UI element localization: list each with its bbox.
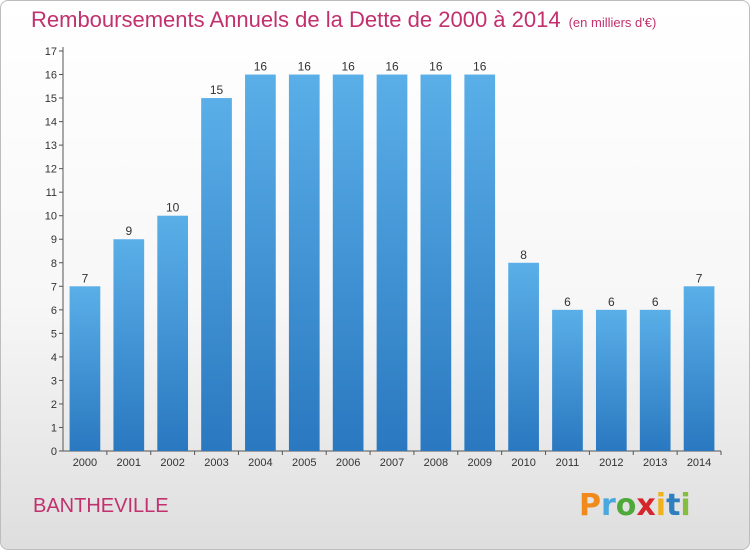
y-tick-label: 10 xyxy=(45,211,57,223)
bar-value-label: 16 xyxy=(341,60,355,74)
bar xyxy=(683,286,715,451)
x-tick-label: 2005 xyxy=(292,457,316,469)
y-tick-label: 1 xyxy=(51,422,57,434)
y-tick-label: 15 xyxy=(45,93,57,105)
bar xyxy=(245,74,276,451)
y-tick-label: 14 xyxy=(45,117,57,129)
bar xyxy=(69,286,101,451)
chart-title: Remboursements Annuels de la Dette de 20… xyxy=(31,7,656,33)
bar xyxy=(113,239,145,451)
y-tick-label: 17 xyxy=(45,46,57,58)
x-tick-label: 2007 xyxy=(380,457,404,469)
bar-value-label: 16 xyxy=(254,60,268,74)
bar xyxy=(420,74,452,451)
bar-value-label: 6 xyxy=(652,295,659,309)
chart-unit: (en milliers d'€) xyxy=(568,15,657,30)
x-tick-label: 2000 xyxy=(73,457,97,469)
y-tick-label: 12 xyxy=(45,164,57,176)
y-tick-label: 11 xyxy=(46,187,57,199)
x-tick-label: 2001 xyxy=(117,457,141,469)
bar-value-label: 16 xyxy=(298,60,312,74)
bar-value-label: 6 xyxy=(608,295,615,309)
bar-value-label: 16 xyxy=(473,60,487,74)
bar xyxy=(332,74,364,451)
x-tick-label: 2003 xyxy=(204,457,228,469)
chart-title-text: Remboursements Annuels de la Dette de 20… xyxy=(31,7,561,32)
y-tick-label: 5 xyxy=(51,328,57,340)
y-tick-label: 0 xyxy=(51,446,57,458)
x-tick-label: 2002 xyxy=(160,457,184,469)
x-tick-label: 2009 xyxy=(467,457,491,469)
x-tick-label: 2013 xyxy=(643,457,667,469)
y-tick-label: 8 xyxy=(51,258,57,270)
x-tick-label: 2006 xyxy=(336,457,360,469)
bar-value-label: 7 xyxy=(82,271,89,285)
chart-labels: 7 9 10 15 16 16 16 16 16 16 8 6 6 6 7 xyxy=(82,60,703,309)
bar-value-label: 7 xyxy=(696,271,703,285)
chart-bars xyxy=(69,74,715,451)
bar xyxy=(464,74,496,451)
commune-name: BANTHEVILLE xyxy=(33,495,169,517)
y-tick-label: 6 xyxy=(51,305,57,317)
bar xyxy=(157,215,189,451)
bar-value-label: 16 xyxy=(385,60,399,74)
bar xyxy=(552,309,583,451)
x-tick-label: 2010 xyxy=(511,457,535,469)
x-tick-label: 2011 xyxy=(556,457,580,469)
x-tick-label: 2008 xyxy=(424,457,448,469)
y-tick-label: 9 xyxy=(51,234,57,246)
x-tick-label: 2014 xyxy=(687,457,711,469)
y-tick-label: 2 xyxy=(51,399,57,411)
bar xyxy=(639,309,671,451)
bar-value-label: 8 xyxy=(520,248,527,262)
bar xyxy=(288,74,320,451)
bar xyxy=(201,98,232,451)
bar xyxy=(508,262,539,451)
bar-value-label: 6 xyxy=(564,295,571,309)
bar-value-label: 9 xyxy=(125,224,132,238)
y-tick-label: 13 xyxy=(45,140,57,152)
bar xyxy=(595,309,627,451)
y-tick-label: 16 xyxy=(45,70,57,82)
proxiti-logo[interactable]: Proxiti xyxy=(579,488,691,523)
bar-value-label: 10 xyxy=(166,201,180,215)
y-tick-label: 7 xyxy=(51,281,57,293)
bar xyxy=(376,74,408,451)
y-tick-label: 4 xyxy=(51,352,57,364)
x-tick-label: 2004 xyxy=(248,457,272,469)
y-tick-label: 3 xyxy=(51,375,57,387)
bar-value-label: 15 xyxy=(210,83,224,97)
x-tick-label: 2012 xyxy=(599,457,623,469)
bar-value-label: 16 xyxy=(429,60,443,74)
